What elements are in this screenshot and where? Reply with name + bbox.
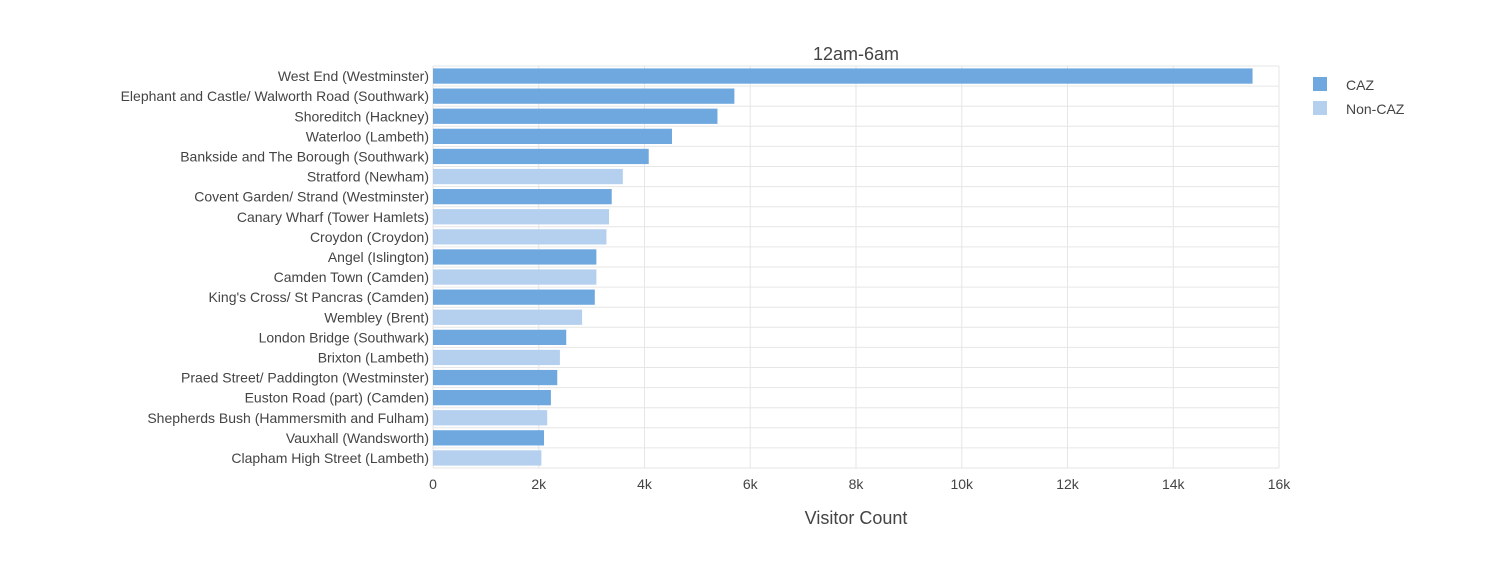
category-label: Vauxhall (Wandsworth)	[286, 430, 429, 446]
bar-non-caz[interactable]	[433, 349, 560, 366]
category-label: Brixton (Lambeth)	[318, 349, 429, 365]
x-tick-label: 10k	[950, 476, 974, 492]
category-labels: West End (Westminster) Elephant and Castl…	[121, 68, 429, 466]
bar-non-caz[interactable]	[433, 168, 623, 185]
x-tick-label: 0	[429, 476, 437, 492]
bar-non-caz[interactable]	[433, 209, 610, 225]
bar-caz[interactable]	[433, 329, 567, 345]
legend-item-non-caz[interactable]: Non-CAZ	[1313, 101, 1405, 117]
bar-caz[interactable]	[433, 88, 735, 104]
bar-caz[interactable]	[433, 390, 551, 406]
bar-caz[interactable]	[433, 148, 649, 165]
bar-caz[interactable]	[433, 128, 672, 144]
bars	[433, 68, 1253, 466]
x-tick-label: 12k	[1056, 476, 1080, 492]
category-label: Angel (Islington)	[328, 249, 429, 265]
legend-label-non-caz: Non-CAZ	[1346, 101, 1405, 117]
x-tick-label: 8k	[849, 476, 865, 492]
bar-non-caz[interactable]	[433, 229, 607, 245]
category-label: West End (Westminster)	[278, 68, 429, 84]
bar-caz[interactable]	[433, 430, 545, 446]
x-tick-label: 14k	[1162, 476, 1186, 492]
bar-non-caz[interactable]	[433, 410, 548, 426]
x-tick-label: 16k	[1268, 476, 1292, 492]
bar-caz[interactable]	[433, 68, 1253, 84]
category-label: Shepherds Bush (Hammersmith and Fulham)	[147, 410, 429, 426]
bar-non-caz[interactable]	[433, 309, 583, 325]
bar-non-caz[interactable]	[433, 269, 597, 285]
bar-non-caz[interactable]	[433, 450, 542, 466]
category-label: Canary Wharf (Tower Hamlets)	[237, 209, 429, 225]
category-label: Bankside and The Borough (Southwark)	[180, 148, 429, 164]
x-tick-label: 2k	[531, 476, 547, 492]
category-label: Euston Road (part) (Camden)	[245, 390, 429, 406]
category-label: King's Cross/ St Pancras (Camden)	[208, 289, 429, 305]
bar-caz[interactable]	[433, 249, 597, 265]
legend[interactable]: CAZ Non-CAZ	[1313, 77, 1405, 117]
grid-lines	[432, 65, 1280, 469]
category-label: Waterloo (Lambeth)	[306, 128, 429, 144]
category-label: Camden Town (Camden)	[274, 269, 429, 285]
x-tick-label: 4k	[637, 476, 653, 492]
x-tick-labels: 0 2k 4k 6k 8k 10k 12k 14k 16k	[429, 476, 1291, 492]
category-label: Wembley (Brent)	[324, 309, 429, 325]
x-axis-title: Visitor Count	[805, 508, 908, 528]
bar-caz[interactable]	[433, 369, 558, 386]
category-label: London Bridge (Southwark)	[259, 329, 429, 345]
bar-caz[interactable]	[433, 108, 718, 124]
category-label: Praed Street/ Paddington (Westminster)	[181, 370, 429, 386]
bar-caz[interactable]	[433, 289, 595, 305]
legend-swatch-caz	[1313, 77, 1327, 91]
legend-item-caz[interactable]: CAZ	[1313, 77, 1374, 93]
category-label: Croydon (Croydon)	[310, 229, 429, 245]
category-label: Shoreditch (Hackney)	[294, 108, 429, 124]
category-label: Covent Garden/ Strand (Westminster)	[194, 189, 429, 205]
x-tick-label: 6k	[743, 476, 759, 492]
legend-swatch-non-caz	[1313, 101, 1327, 115]
category-label: Elephant and Castle/ Walworth Road (Sout…	[121, 88, 429, 104]
chart-title: 12am-6am	[813, 44, 899, 64]
bar-caz[interactable]	[433, 189, 612, 205]
category-label: Clapham High Street (Lambeth)	[231, 450, 429, 466]
category-label: Stratford (Newham)	[307, 169, 429, 185]
legend-label-caz: CAZ	[1346, 77, 1374, 93]
